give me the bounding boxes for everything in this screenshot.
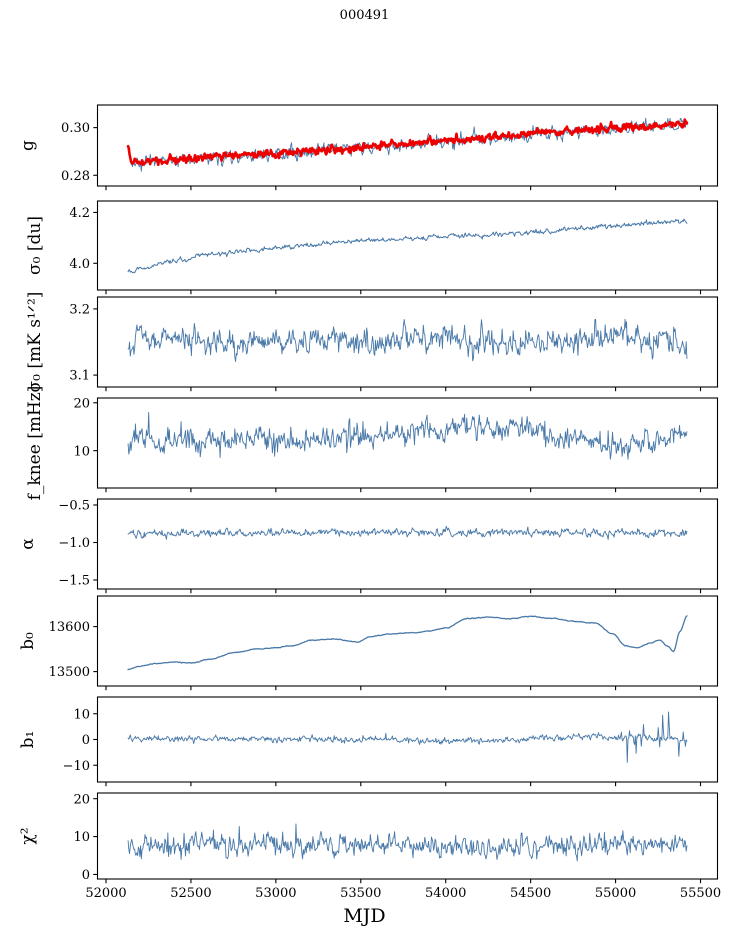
- x-tick-label: 52500: [170, 886, 211, 901]
- panel-frame: [96, 792, 719, 880]
- y-tick-label: −0.5: [58, 499, 90, 514]
- y-tick-label: −1.5: [58, 574, 90, 589]
- panel-g-0: 0.28 0.30 g: [18, 104, 719, 191]
- series-chi2: [127, 823, 688, 862]
- x-tick-label: 52000: [85, 886, 126, 901]
- x-tick-label: 55500: [680, 886, 721, 901]
- y-axis-label: σ₀ [du]: [25, 216, 45, 275]
- series-b1: [127, 711, 688, 763]
- x-tick-label: 54000: [425, 886, 466, 901]
- y-axis-label: g: [18, 140, 38, 151]
- series-b0: [127, 615, 688, 671]
- series-sigma0_mK: [127, 318, 688, 363]
- x-tick-label: 54500: [510, 886, 551, 901]
- y-tick-label: 10: [73, 444, 90, 459]
- y-axis-label: σ₀ [mK s¹ᐟ²]: [25, 292, 45, 393]
- x-tick-label: 55000: [595, 886, 636, 901]
- y-tick-label: −10: [63, 759, 90, 774]
- series-sigma0: [127, 218, 688, 274]
- panel-mKs-2: 3.1 3.2 σ₀ [mK s¹ᐟ²]: [25, 292, 719, 393]
- y-tick-label: 3.1: [69, 369, 90, 384]
- y-tick-label: 0.30: [61, 121, 90, 136]
- x-axis-label: MJD: [343, 905, 386, 927]
- panel-frame: [96, 696, 719, 783]
- x-tick-label: 53500: [340, 886, 381, 901]
- panel-frame: [96, 595, 719, 687]
- y-axis-label: b₀: [18, 632, 38, 650]
- y-tick-label: 4.0: [69, 257, 90, 272]
- y-axis-label: χ²: [18, 827, 38, 844]
- panel--4: −0.5 −1.0 −1.5 α: [18, 498, 719, 594]
- series-alpha: [127, 525, 688, 540]
- y-tick-label: −1.0: [58, 536, 90, 551]
- y-tick-label: 20: [73, 792, 90, 807]
- y-axis-label: α: [18, 538, 38, 550]
- y-tick-label: 10: [73, 707, 90, 722]
- panel-b-6: −10 0 10 b₁: [18, 696, 719, 787]
- y-tick-label: 4.2: [69, 206, 90, 221]
- y-tick-label: 10: [73, 830, 90, 845]
- panel-b-5: 13500 13600 b₀: [18, 595, 719, 691]
- series-f_knee: [127, 411, 688, 460]
- panel--7: 0 10 20 52000 52500 53000 53500 54000 54500 55000…: [18, 792, 721, 901]
- y-tick-label: 0: [82, 733, 90, 748]
- series-g_model: [126, 118, 689, 167]
- y-tick-label: 20: [73, 396, 90, 411]
- panel-f_kneemHz-3: 10 20 f_knee [mHz]: [25, 386, 719, 501]
- y-tick-label: 13600: [49, 620, 90, 635]
- y-tick-label: 0.28: [61, 169, 90, 184]
- y-axis-label: f_knee [mHz]: [25, 386, 45, 501]
- y-axis-label: b₁: [18, 731, 38, 749]
- y-tick-label: 13500: [49, 665, 90, 680]
- panel-frame: [96, 498, 719, 590]
- figure-title: 000491: [339, 8, 390, 23]
- x-tick-label: 53000: [255, 886, 296, 901]
- panel-frame: [96, 397, 719, 489]
- y-tick-label: 0: [82, 868, 90, 883]
- panel-du-1: 4.0 4.2 σ₀ [du]: [25, 200, 719, 295]
- y-tick-label: 3.2: [69, 303, 90, 318]
- panel-frame: [96, 200, 719, 291]
